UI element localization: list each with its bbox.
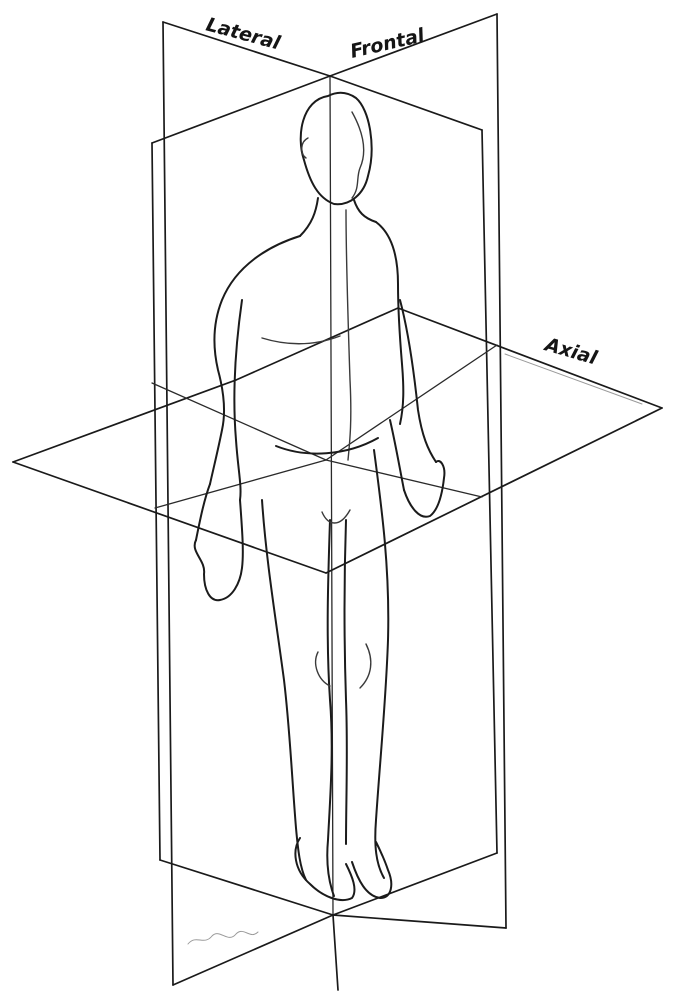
figure-neck xyxy=(299,197,377,237)
figure-right-hand xyxy=(403,460,446,518)
corner-scribble xyxy=(187,930,259,945)
figure-right-knee xyxy=(359,643,372,689)
figure-chest xyxy=(261,335,341,345)
figure-left-leg xyxy=(261,499,307,881)
human-figure xyxy=(193,91,446,902)
figure-waist xyxy=(275,437,379,455)
figure-inner-left-leg xyxy=(326,519,335,897)
figure-left-foot xyxy=(294,837,356,902)
figure-face-profile xyxy=(351,111,365,199)
label-axial: Axial xyxy=(541,333,600,369)
figure-left-arm xyxy=(195,299,243,541)
figure-torso-left xyxy=(209,235,301,485)
figure-inner-right-leg xyxy=(343,519,348,845)
figure-torso-right xyxy=(375,221,405,425)
figure-crotch xyxy=(321,509,351,524)
figure-right-leg xyxy=(373,449,390,879)
label-frontal: Frontal xyxy=(348,24,427,62)
figure-head xyxy=(299,91,373,206)
lateral-plane xyxy=(162,21,334,986)
frontal-plane xyxy=(151,75,498,916)
figure-left-knee xyxy=(314,651,331,687)
figure-right-foot xyxy=(351,841,393,899)
axial-plane xyxy=(12,307,663,574)
figure-left-hand xyxy=(193,499,244,602)
figure-right-arm xyxy=(389,299,437,491)
figure-midline xyxy=(345,209,352,461)
lateral-plane-front xyxy=(329,13,507,991)
figure-ear xyxy=(301,137,309,159)
